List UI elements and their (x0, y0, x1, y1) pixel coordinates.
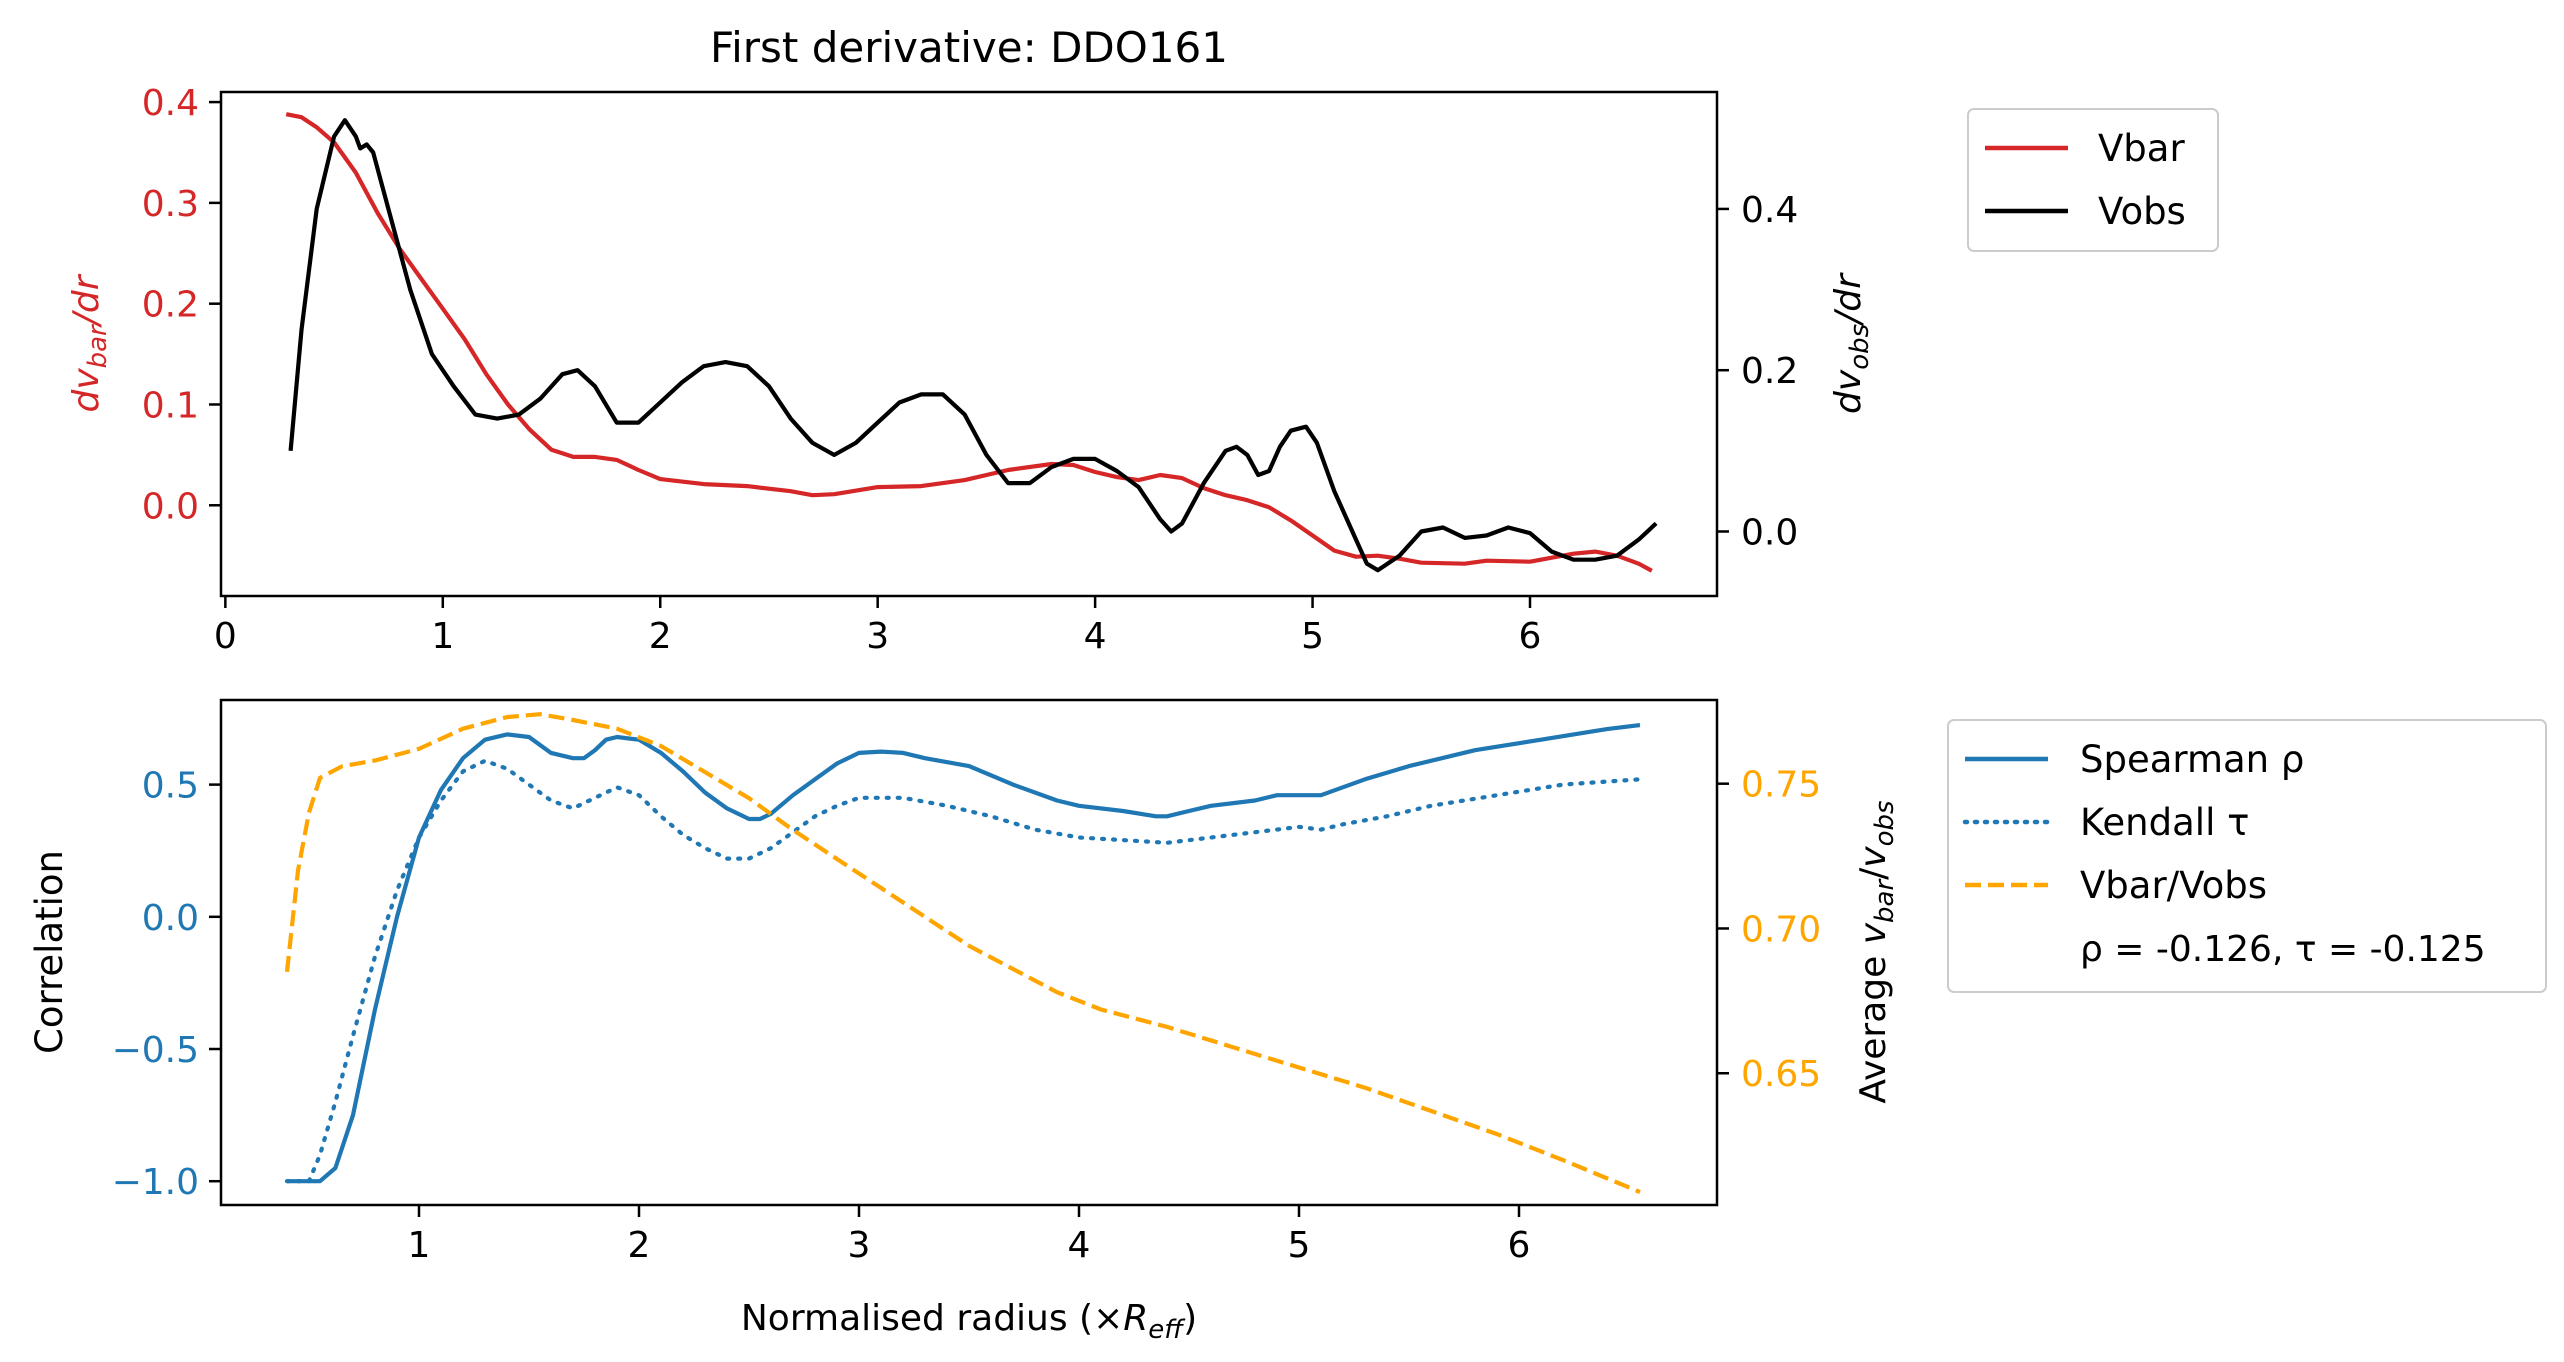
bottom-legend-kendall-label: Kendall τ (2080, 801, 2249, 844)
x-tick-label: 5 (1288, 1225, 1311, 1266)
top-legend-vobs-label: Vobs (2098, 190, 2186, 233)
top-vbar-line-group (285, 112, 1653, 573)
left-y-tick-label: 0.4 (142, 83, 199, 124)
left-y-tick-label: 0.3 (142, 184, 199, 225)
x-tick-label: 3 (848, 1225, 871, 1266)
vobs-derivative-line (288, 118, 1658, 573)
top-x-ticks: 0 1 2 3 4 5 6 (214, 596, 1542, 657)
top-legend-box (1967, 108, 2219, 252)
top-right-ylabel: dvobs/dr (1828, 272, 1875, 414)
left-y-tick-label: 0.0 (142, 898, 199, 939)
right-y-tick-label: 0.0 (1741, 512, 1798, 553)
x-tick-label: 4 (1084, 616, 1107, 657)
x-tick-label: 6 (1508, 1225, 1531, 1266)
right-y-tick-label: 0.65 (1741, 1054, 1821, 1095)
bottom-legend-box (1947, 719, 2547, 993)
spearman-line (287, 723, 1641, 1184)
bottom-left-ylabel: Correlation (28, 850, 71, 1054)
left-y-tick-label: −0.5 (112, 1030, 199, 1071)
top-title: First derivative: DDO161 (710, 23, 1228, 72)
vbar-vobs-ratio-line (284, 712, 1641, 1194)
right-y-tick-label: 0.75 (1741, 765, 1821, 806)
bottom-legend: Spearman ρ Kendall τ Vbar/Vobs ρ = -0.12… (1947, 719, 2547, 993)
bottom-legend-note: ρ = -0.126, τ = -0.125 (2080, 929, 2486, 970)
bottom-right-y-ticks: 0.75 0.70 0.65 (1717, 765, 1821, 1095)
left-y-tick-label: 0.5 (142, 766, 199, 807)
right-y-tick-label: 0.2 (1741, 351, 1798, 392)
x-tick-label: 5 (1301, 616, 1324, 657)
x-tick-label: 1 (408, 1225, 431, 1266)
right-y-tick-label: 0.4 (1741, 190, 1798, 231)
x-tick-label: 0 (214, 616, 237, 657)
left-y-tick-label: 0.0 (142, 486, 199, 527)
bottom-left-y-ticks: 0.5 0.0 −0.5 −1.0 (112, 766, 221, 1203)
bottom-xlabel: Normalised radius (×Reff) (741, 1298, 1197, 1345)
x-tick-label: 4 (1068, 1225, 1091, 1266)
x-tick-label: 3 (866, 616, 889, 657)
x-tick-label: 6 (1519, 616, 1542, 657)
kendall-line (284, 758, 1643, 1184)
x-tick-label: 1 (431, 616, 454, 657)
left-y-tick-label: −1.0 (112, 1162, 199, 1203)
left-y-tick-label: 0.1 (142, 385, 199, 426)
x-tick-label: 2 (628, 1225, 651, 1266)
right-y-tick-label: 0.70 (1741, 909, 1821, 950)
top-legend: Vbar Vobs (1967, 108, 2219, 252)
left-y-tick-label: 0.2 (142, 285, 199, 326)
bottom-plot-frame (219, 698, 1719, 1207)
top-right-y-ticks: 0.4 0.2 0.0 (1717, 190, 1798, 553)
top-legend-vbar-label: Vbar (2098, 127, 2185, 170)
top-vobs-line-group (288, 118, 1658, 573)
vbar-derivative-line (285, 112, 1653, 573)
bottom-legend-ratio-label: Vbar/Vobs (2080, 864, 2267, 907)
bottom-lines-group (284, 712, 1643, 1194)
top-plot-frame (219, 90, 1719, 598)
top-left-y-ticks: 0.4 0.3 0.2 0.1 0.0 (142, 83, 221, 527)
bottom-x-ticks: 1 2 3 4 5 6 (408, 1205, 1531, 1266)
bottom-right-ylabel: Average vbar/vobs (1853, 800, 1900, 1103)
bottom-legend-spearman-label: Spearman ρ (2080, 738, 2304, 781)
x-tick-label: 2 (649, 616, 672, 657)
